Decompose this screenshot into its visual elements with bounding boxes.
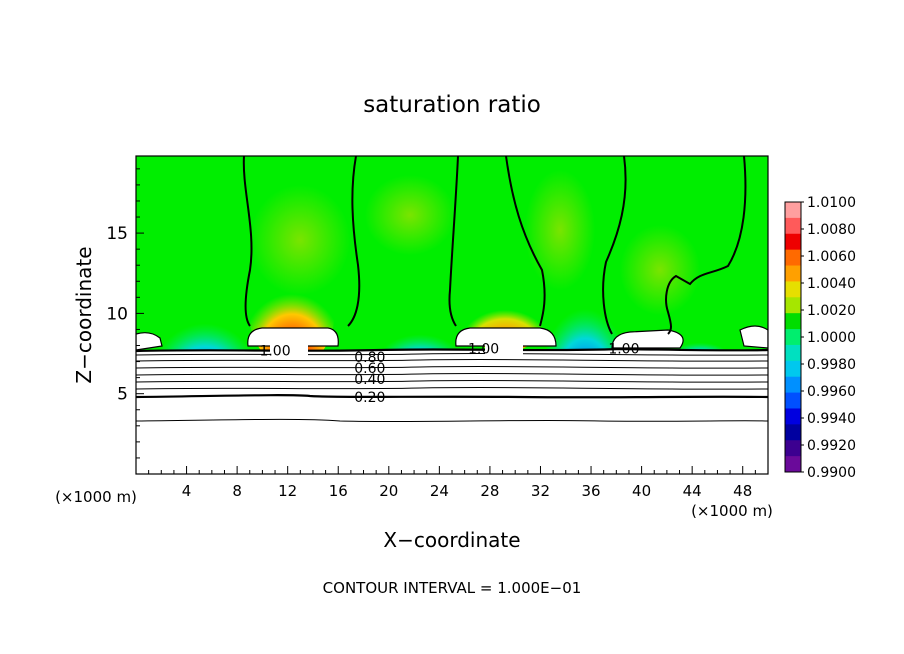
y-axis-label: Z−coordinate [72,246,96,383]
y-tick-label: 10 [106,304,128,324]
chart-title: saturation ratio [363,92,541,118]
x-tick-label: 32 [531,482,550,500]
colorbar-swatch [785,376,801,394]
x-tick-label: 8 [232,482,242,500]
colorbar-swatch [785,297,801,314]
x-tick-label: 48 [733,482,752,500]
x-axis-ticks: 4 8 12 16 20 24 28 32 36 40 44 48 [148,466,756,500]
colorbar: 1.0100 1.0080 1.0060 1.0040 1.0020 1.0000 0.99… [784,195,856,481]
contour-interval-note: CONTOUR INTERVAL = 1.000E−01 [323,579,582,597]
colorbar-swatch [785,265,801,282]
colorbar-swatch [785,408,801,425]
x-unit-left: (×1000 m) [55,488,137,506]
colorbar-swatch [785,360,801,378]
colorbar-level-label: 0.9980 [807,357,856,373]
x-tick-label: 4 [182,482,192,500]
colorbar-swatch [785,233,801,251]
colorbar-level-label: 0.9960 [807,384,856,400]
x-unit-right: (×1000 m) [691,502,773,520]
x-tick-label: 12 [278,482,297,500]
colorbar-level-label: 1.0000 [807,330,856,346]
plot-area: 1.00 0.800.600.40 0.20 1.00 1.00 [136,156,768,474]
label-mask-1 [270,343,308,357]
x-tick-label: 24 [430,482,449,500]
colorbar-level-label: 1.0040 [807,276,856,292]
colorbar-swatch [785,424,801,441]
colorbar-level-label: 0.9920 [807,438,856,454]
colorbar-swatch [785,456,801,473]
x-tick-label: 44 [683,482,702,500]
contour-labels: 1.00 0.800.600.40 0.20 1.00 1.00 [259,342,639,406]
x-tick-label: 28 [480,482,499,500]
cloud-regions [136,325,768,351]
x-tick-label: 36 [581,482,600,500]
colorbar-swatch [785,329,801,346]
colorbar-swatch [785,392,801,409]
contour-label: 0.20 [354,390,385,406]
contour-label: 0.60 [354,361,385,377]
contour-label: 0.80 [354,350,385,366]
colorbar-swatch [785,344,801,362]
colorbar-level-label: 1.0020 [807,303,856,319]
colorbar-level-label: 1.0100 [807,195,856,211]
contour-lines [136,156,768,423]
x-tick-label: 16 [329,482,348,500]
colorbar-level-label: 0.9900 [807,465,856,481]
colorbar-level-label: 1.0080 [807,222,856,238]
contour-label: 0.40 [354,372,385,388]
y-tick-label: 15 [106,224,128,244]
contour-label: 1.00 [259,343,290,359]
upper-texture [250,170,700,315]
colorbar-swatch [785,313,801,330]
y-tick-label: 5 [117,385,128,405]
x-tick-label: 40 [632,482,651,500]
colorbar-level-label: 1.0060 [807,249,856,265]
contour-label: 1.00 [608,342,639,358]
colorbar-swatch [785,202,801,219]
label-mask-2 [485,343,523,357]
x-tick-label: 20 [379,482,398,500]
lower-region [136,350,768,474]
y-axis-ticks: 5 10 15 [106,168,144,459]
colorbar-swatch [785,217,801,235]
colorbar-swatch [785,281,801,298]
colorbar-swatch [785,249,801,267]
colorbar-swatch [785,440,801,457]
contour-label: 1.00 [468,342,499,358]
colorbar-level-label: 0.9940 [807,411,856,427]
x-axis-label: X−coordinate [383,528,520,552]
